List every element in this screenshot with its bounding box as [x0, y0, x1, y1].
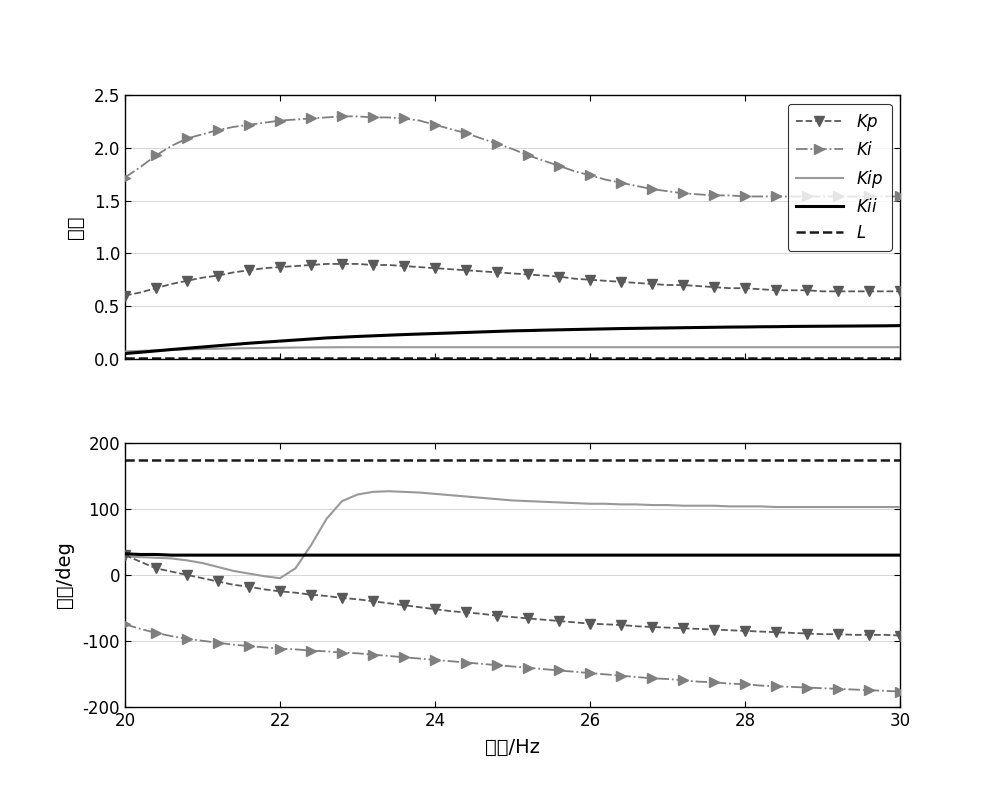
$Kii$	[894, 550, 906, 560]
$Kp$	[320, 259, 332, 268]
$Kip$	[646, 342, 658, 352]
$L$	[631, 455, 643, 464]
$Kip$	[274, 573, 286, 583]
$Kii$	[166, 550, 178, 560]
Line: $Kip$: $Kip$	[125, 347, 900, 352]
$L$	[677, 455, 689, 464]
$Kp$	[677, 623, 689, 633]
$L$	[119, 353, 131, 363]
$Kp$	[894, 287, 906, 296]
$Ki$	[692, 190, 704, 199]
$L$	[119, 455, 131, 464]
Line: $Kii$: $Kii$	[125, 554, 900, 555]
$Kii$	[352, 332, 364, 341]
$Kip$	[708, 501, 720, 511]
$Ki$	[290, 115, 302, 125]
$Kp$	[119, 550, 131, 560]
X-axis label: 频率/Hz: 频率/Hz	[485, 738, 540, 757]
$Kii$	[367, 331, 379, 341]
$Kip$	[382, 342, 394, 352]
$Kii$	[305, 550, 317, 560]
$L$	[352, 353, 364, 363]
$Ki$	[894, 687, 906, 696]
$Kp$	[894, 630, 906, 640]
$Kip$	[336, 342, 348, 352]
$Ki$	[677, 676, 689, 685]
$L$	[352, 455, 364, 464]
$Kip$	[894, 342, 906, 352]
$Ki$	[739, 191, 751, 201]
$Kp$	[352, 595, 364, 604]
$Kip$	[290, 343, 302, 353]
$Kp$	[646, 279, 658, 289]
$Ki$	[352, 649, 364, 658]
$L$	[894, 353, 906, 363]
$Kii$	[382, 550, 394, 560]
$Kii$	[692, 550, 704, 560]
$Kip$	[119, 552, 131, 561]
$Kii$	[677, 323, 689, 333]
Line: $Kp$: $Kp$	[120, 550, 905, 641]
$Kp$	[290, 261, 302, 271]
$Kii$	[879, 550, 891, 560]
$Kii$	[290, 335, 302, 345]
$L$	[367, 353, 379, 363]
Line: $Ki$: $Ki$	[120, 111, 905, 202]
$Ki$	[894, 191, 906, 201]
$Kip$	[662, 500, 674, 510]
$L$	[677, 353, 689, 363]
Line: $Ki$: $Ki$	[120, 619, 905, 696]
$Kii$	[367, 550, 379, 560]
$Ki$	[119, 173, 131, 183]
$Kip$	[367, 488, 379, 497]
Line: $Kip$: $Kip$	[125, 491, 900, 578]
$Kii$	[894, 321, 906, 330]
$Kip$	[692, 342, 704, 352]
Line: $Kp$: $Kp$	[120, 259, 905, 300]
$Kp$	[631, 622, 643, 631]
$Ki$	[879, 191, 891, 201]
Y-axis label: 幅値: 幅値	[66, 215, 85, 239]
$Kip$	[879, 503, 891, 512]
$Ki$	[367, 113, 379, 122]
$Kp$	[367, 260, 379, 270]
$Ki$	[367, 649, 379, 659]
$Ki$	[631, 673, 643, 682]
$Ki$	[336, 112, 348, 121]
$Ki$	[382, 113, 394, 122]
$Kp$	[879, 630, 891, 640]
$Kip$	[305, 541, 317, 550]
$Kip$	[879, 342, 891, 352]
$Kp$	[290, 588, 302, 597]
$Kii$	[646, 550, 658, 560]
$L$	[631, 353, 643, 363]
$Kp$	[119, 291, 131, 300]
$Kii$	[631, 324, 643, 333]
$Kip$	[398, 488, 410, 497]
$Ki$	[290, 645, 302, 654]
$L$	[290, 353, 302, 363]
$Kp$	[367, 596, 379, 606]
$Kii$	[879, 321, 891, 330]
$Kip$	[367, 342, 379, 352]
$Kii$	[119, 349, 131, 358]
$Kip$	[894, 503, 906, 512]
$Kp$	[382, 260, 394, 270]
$L$	[290, 455, 302, 464]
Legend: $Kp$, $Ki$, $Kip$, $Kii$, $L$: $Kp$, $Ki$, $Kip$, $Kii$, $L$	[788, 103, 892, 251]
$Kp$	[692, 281, 704, 291]
$L$	[879, 353, 891, 363]
Y-axis label: 相角/deg: 相角/deg	[55, 542, 74, 608]
$Ki$	[646, 184, 658, 194]
$Ki$	[879, 686, 891, 696]
Line: $Kii$: $Kii$	[125, 326, 900, 353]
$Kip$	[119, 347, 131, 357]
$Kii$	[119, 549, 131, 559]
$Kp$	[879, 287, 891, 296]
$L$	[367, 455, 379, 464]
$Kip$	[382, 487, 394, 496]
$L$	[879, 455, 891, 464]
$L$	[894, 455, 906, 464]
$Ki$	[119, 619, 131, 629]
